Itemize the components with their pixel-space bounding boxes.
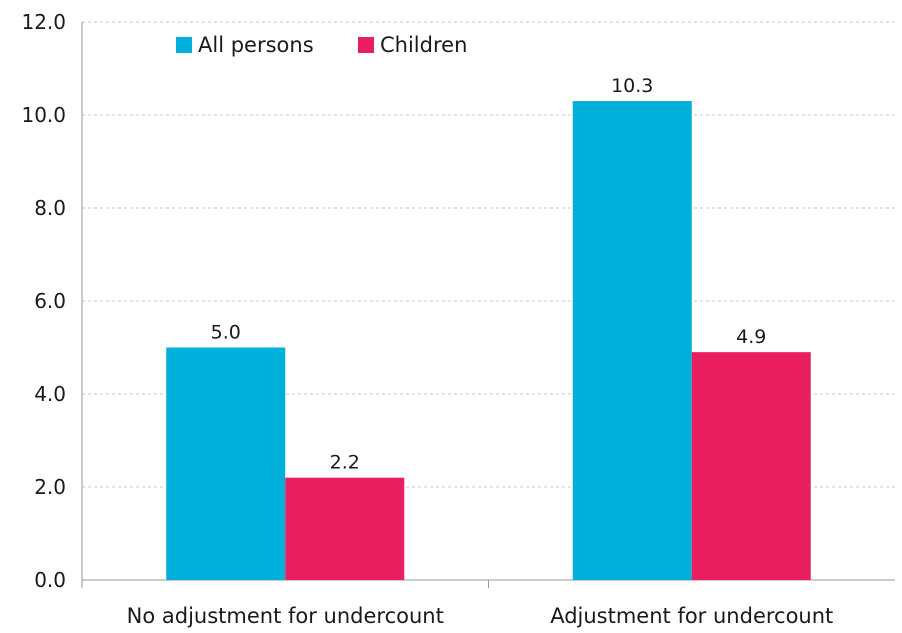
y-tick-label: 6.0	[34, 289, 66, 313]
bar-all-persons	[166, 347, 286, 580]
data-label: 5.0	[211, 322, 241, 344]
legend: All persons Children	[176, 33, 467, 57]
data-labels: 5.0 2.2 10.3 4.9	[211, 75, 767, 474]
y-tick-label: 2.0	[34, 475, 66, 499]
y-tick-label: 12.0	[21, 10, 66, 34]
bar-all-persons	[572, 101, 692, 581]
y-tick-label: 0.0	[34, 568, 66, 592]
data-label: 10.3	[611, 75, 653, 97]
bars	[166, 101, 811, 581]
y-tick-label: 10.0	[21, 103, 66, 127]
legend-label: All persons	[198, 33, 314, 57]
y-tick-label: 4.0	[34, 382, 66, 406]
bar-children	[285, 477, 405, 580]
legend-label: Children	[380, 33, 467, 57]
data-label: 4.9	[736, 326, 766, 348]
x-tick-label: No adjustment for undercount	[127, 604, 444, 628]
data-label: 2.2	[330, 452, 360, 474]
legend-swatch	[358, 37, 374, 53]
x-tick-label: Adjustment for undercount	[550, 604, 833, 628]
y-tick-label: 8.0	[34, 196, 66, 220]
legend-swatch	[176, 37, 192, 53]
bar-children	[691, 352, 811, 580]
